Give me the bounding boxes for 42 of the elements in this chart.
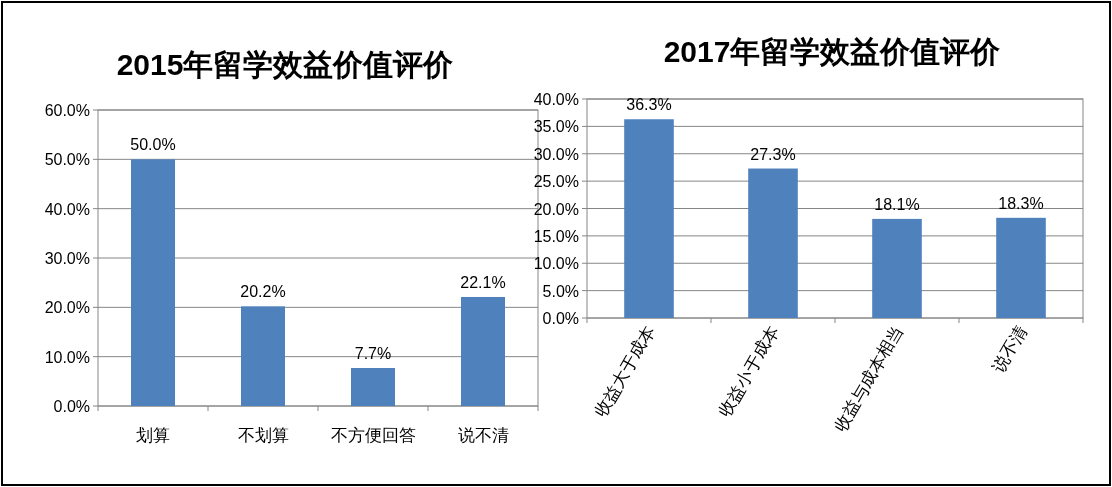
- data-label: 20.2%: [240, 283, 286, 301]
- y-tick-label: 20.0%: [533, 200, 579, 218]
- y-tick-label: 0.0%: [542, 310, 579, 327]
- bar: [461, 296, 505, 406]
- x-tick-label: 说不清: [988, 322, 1031, 377]
- bar: [996, 217, 1046, 318]
- y-tick-label: 30.0%: [44, 250, 90, 267]
- x-tick-label: 说不清: [457, 426, 509, 445]
- bar: [748, 168, 798, 318]
- y-tick-label: 20.0%: [44, 299, 90, 317]
- chart-title: 2017年留学效益价值评价: [663, 35, 1002, 68]
- y-tick-label: 50.0%: [44, 151, 90, 169]
- x-tick-label: 不划算: [237, 426, 289, 445]
- data-label: 7.7%: [354, 345, 392, 363]
- y-tick-label: 5.0%: [542, 282, 579, 300]
- y-tick-label: 40.0%: [44, 200, 90, 218]
- data-label: 27.3%: [750, 145, 796, 163]
- x-tick-label: 不方便回答: [330, 426, 416, 445]
- y-tick-label: 30.0%: [533, 145, 579, 163]
- y-tick-label: 25.0%: [533, 173, 579, 191]
- data-label: 50.0%: [130, 136, 176, 154]
- y-tick-label: 35.0%: [533, 118, 579, 136]
- x-tick-label: 收益与成本相当: [830, 322, 907, 436]
- bar: [624, 119, 674, 318]
- y-tick-label: 15.0%: [533, 227, 579, 245]
- bar: [872, 218, 922, 318]
- x-tick-label: 收益大于成本: [591, 322, 659, 421]
- y-tick-label: 10.0%: [533, 255, 579, 273]
- bar: [131, 159, 175, 406]
- y-tick-label: 60.0%: [44, 102, 90, 119]
- chart-title: 2015年留学效益价值评价: [116, 48, 455, 81]
- bar: [241, 306, 285, 406]
- data-label: 18.3%: [998, 194, 1044, 212]
- data-label: 18.1%: [874, 195, 920, 213]
- x-tick-label: 划算: [136, 426, 170, 445]
- data-label: 36.3%: [626, 96, 672, 114]
- bar: [351, 368, 395, 406]
- y-tick-label: 40.0%: [533, 91, 579, 108]
- y-tick-label: 10.0%: [44, 348, 90, 366]
- data-label: 22.1%: [460, 273, 506, 291]
- x-tick-label: 收益小于成本: [715, 322, 783, 421]
- y-tick-label: 0.0%: [53, 398, 90, 415]
